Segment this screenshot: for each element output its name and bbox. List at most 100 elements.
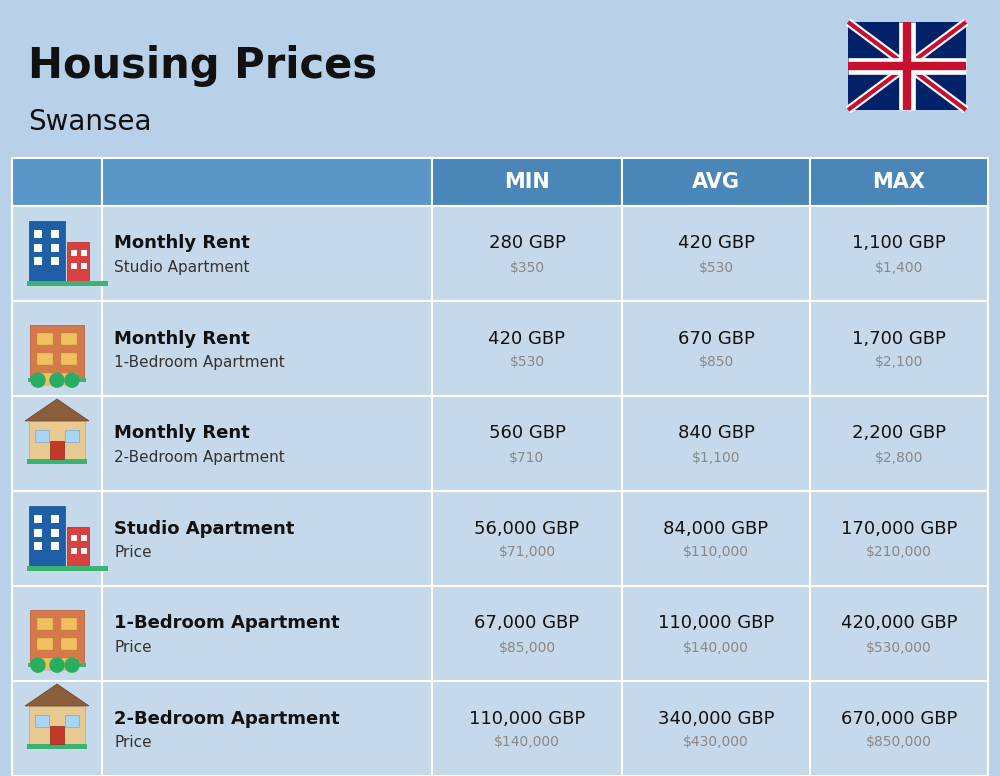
FancyBboxPatch shape [34,244,42,251]
FancyBboxPatch shape [102,396,432,491]
FancyBboxPatch shape [29,506,65,566]
Text: $2,800: $2,800 [875,451,923,465]
Text: AVG: AVG [692,172,740,192]
Text: 84,000 GBP: 84,000 GBP [663,519,769,538]
FancyBboxPatch shape [432,491,622,586]
FancyBboxPatch shape [51,257,59,265]
FancyBboxPatch shape [61,333,77,345]
Text: $530,000: $530,000 [866,640,932,654]
Text: Monthly Rent: Monthly Rent [114,424,250,442]
FancyBboxPatch shape [432,158,622,206]
FancyBboxPatch shape [810,586,988,681]
Text: 340,000 GBP: 340,000 GBP [658,709,774,728]
FancyBboxPatch shape [810,396,988,491]
FancyBboxPatch shape [29,220,65,281]
Text: 67,000 GBP: 67,000 GBP [474,615,580,632]
Text: $850,000: $850,000 [866,736,932,750]
FancyBboxPatch shape [50,726,64,743]
FancyBboxPatch shape [102,681,432,776]
Text: 1-Bedroom Apartment: 1-Bedroom Apartment [114,615,340,632]
FancyBboxPatch shape [37,353,53,365]
Text: Studio Apartment: Studio Apartment [114,260,250,275]
Text: $350: $350 [509,261,545,275]
FancyBboxPatch shape [810,158,988,206]
FancyBboxPatch shape [81,263,87,269]
FancyBboxPatch shape [51,514,59,523]
FancyBboxPatch shape [67,242,89,281]
Text: Price: Price [114,640,152,655]
FancyBboxPatch shape [27,459,87,463]
Text: MAX: MAX [872,172,926,192]
FancyBboxPatch shape [81,250,87,255]
FancyBboxPatch shape [35,431,49,442]
Text: 1,100 GBP: 1,100 GBP [852,234,946,252]
FancyBboxPatch shape [71,549,77,554]
FancyBboxPatch shape [37,638,53,650]
FancyBboxPatch shape [28,378,86,382]
FancyBboxPatch shape [29,706,85,743]
Text: 420 GBP: 420 GBP [488,330,566,348]
FancyBboxPatch shape [34,514,42,523]
Text: $140,000: $140,000 [683,640,749,654]
Text: Monthly Rent: Monthly Rent [114,330,250,348]
Text: 2-Bedroom Apartment: 2-Bedroom Apartment [114,709,340,728]
FancyBboxPatch shape [12,586,102,681]
Text: 840 GBP: 840 GBP [678,424,754,442]
Text: 670,000 GBP: 670,000 GBP [841,709,957,728]
Text: $850: $850 [698,355,734,369]
FancyBboxPatch shape [81,549,87,554]
FancyBboxPatch shape [810,681,988,776]
FancyBboxPatch shape [37,618,53,630]
FancyBboxPatch shape [27,281,108,286]
Circle shape [65,658,79,672]
Text: $1,400: $1,400 [875,261,923,275]
FancyBboxPatch shape [622,158,810,206]
FancyBboxPatch shape [622,301,810,396]
FancyBboxPatch shape [71,535,77,541]
FancyBboxPatch shape [432,681,622,776]
Text: Studio Apartment: Studio Apartment [114,519,294,538]
FancyBboxPatch shape [30,325,84,378]
FancyBboxPatch shape [432,301,622,396]
Text: $430,000: $430,000 [683,736,749,750]
FancyBboxPatch shape [30,610,84,663]
FancyBboxPatch shape [61,353,77,365]
Text: $2,100: $2,100 [875,355,923,369]
Polygon shape [25,684,89,706]
FancyBboxPatch shape [12,396,102,491]
Text: 56,000 GBP: 56,000 GBP [474,519,580,538]
Text: $530: $530 [509,355,545,369]
Text: 280 GBP: 280 GBP [489,234,565,252]
FancyBboxPatch shape [102,158,432,206]
FancyBboxPatch shape [810,491,988,586]
Text: Monthly Rent: Monthly Rent [114,234,250,252]
Circle shape [31,373,45,387]
FancyBboxPatch shape [810,206,988,301]
Text: $210,000: $210,000 [866,546,932,559]
Text: 110,000 GBP: 110,000 GBP [658,615,774,632]
FancyBboxPatch shape [61,638,77,650]
FancyBboxPatch shape [622,586,810,681]
Circle shape [31,658,45,672]
FancyBboxPatch shape [432,586,622,681]
FancyBboxPatch shape [102,206,432,301]
FancyBboxPatch shape [102,586,432,681]
FancyBboxPatch shape [12,206,102,301]
FancyBboxPatch shape [810,301,988,396]
Text: Housing Prices: Housing Prices [28,45,377,87]
Text: $85,000: $85,000 [498,640,556,654]
FancyBboxPatch shape [34,542,42,549]
FancyBboxPatch shape [34,257,42,265]
FancyBboxPatch shape [102,491,432,586]
Text: $71,000: $71,000 [498,546,556,559]
FancyBboxPatch shape [37,372,53,385]
Text: 2,200 GBP: 2,200 GBP [852,424,946,442]
FancyBboxPatch shape [71,263,77,269]
Text: Price: Price [114,545,152,560]
Text: 1-Bedroom Apartment: 1-Bedroom Apartment [114,355,285,370]
FancyBboxPatch shape [65,431,79,442]
Polygon shape [25,399,89,421]
FancyBboxPatch shape [67,527,89,566]
Circle shape [65,373,79,387]
FancyBboxPatch shape [12,301,102,396]
